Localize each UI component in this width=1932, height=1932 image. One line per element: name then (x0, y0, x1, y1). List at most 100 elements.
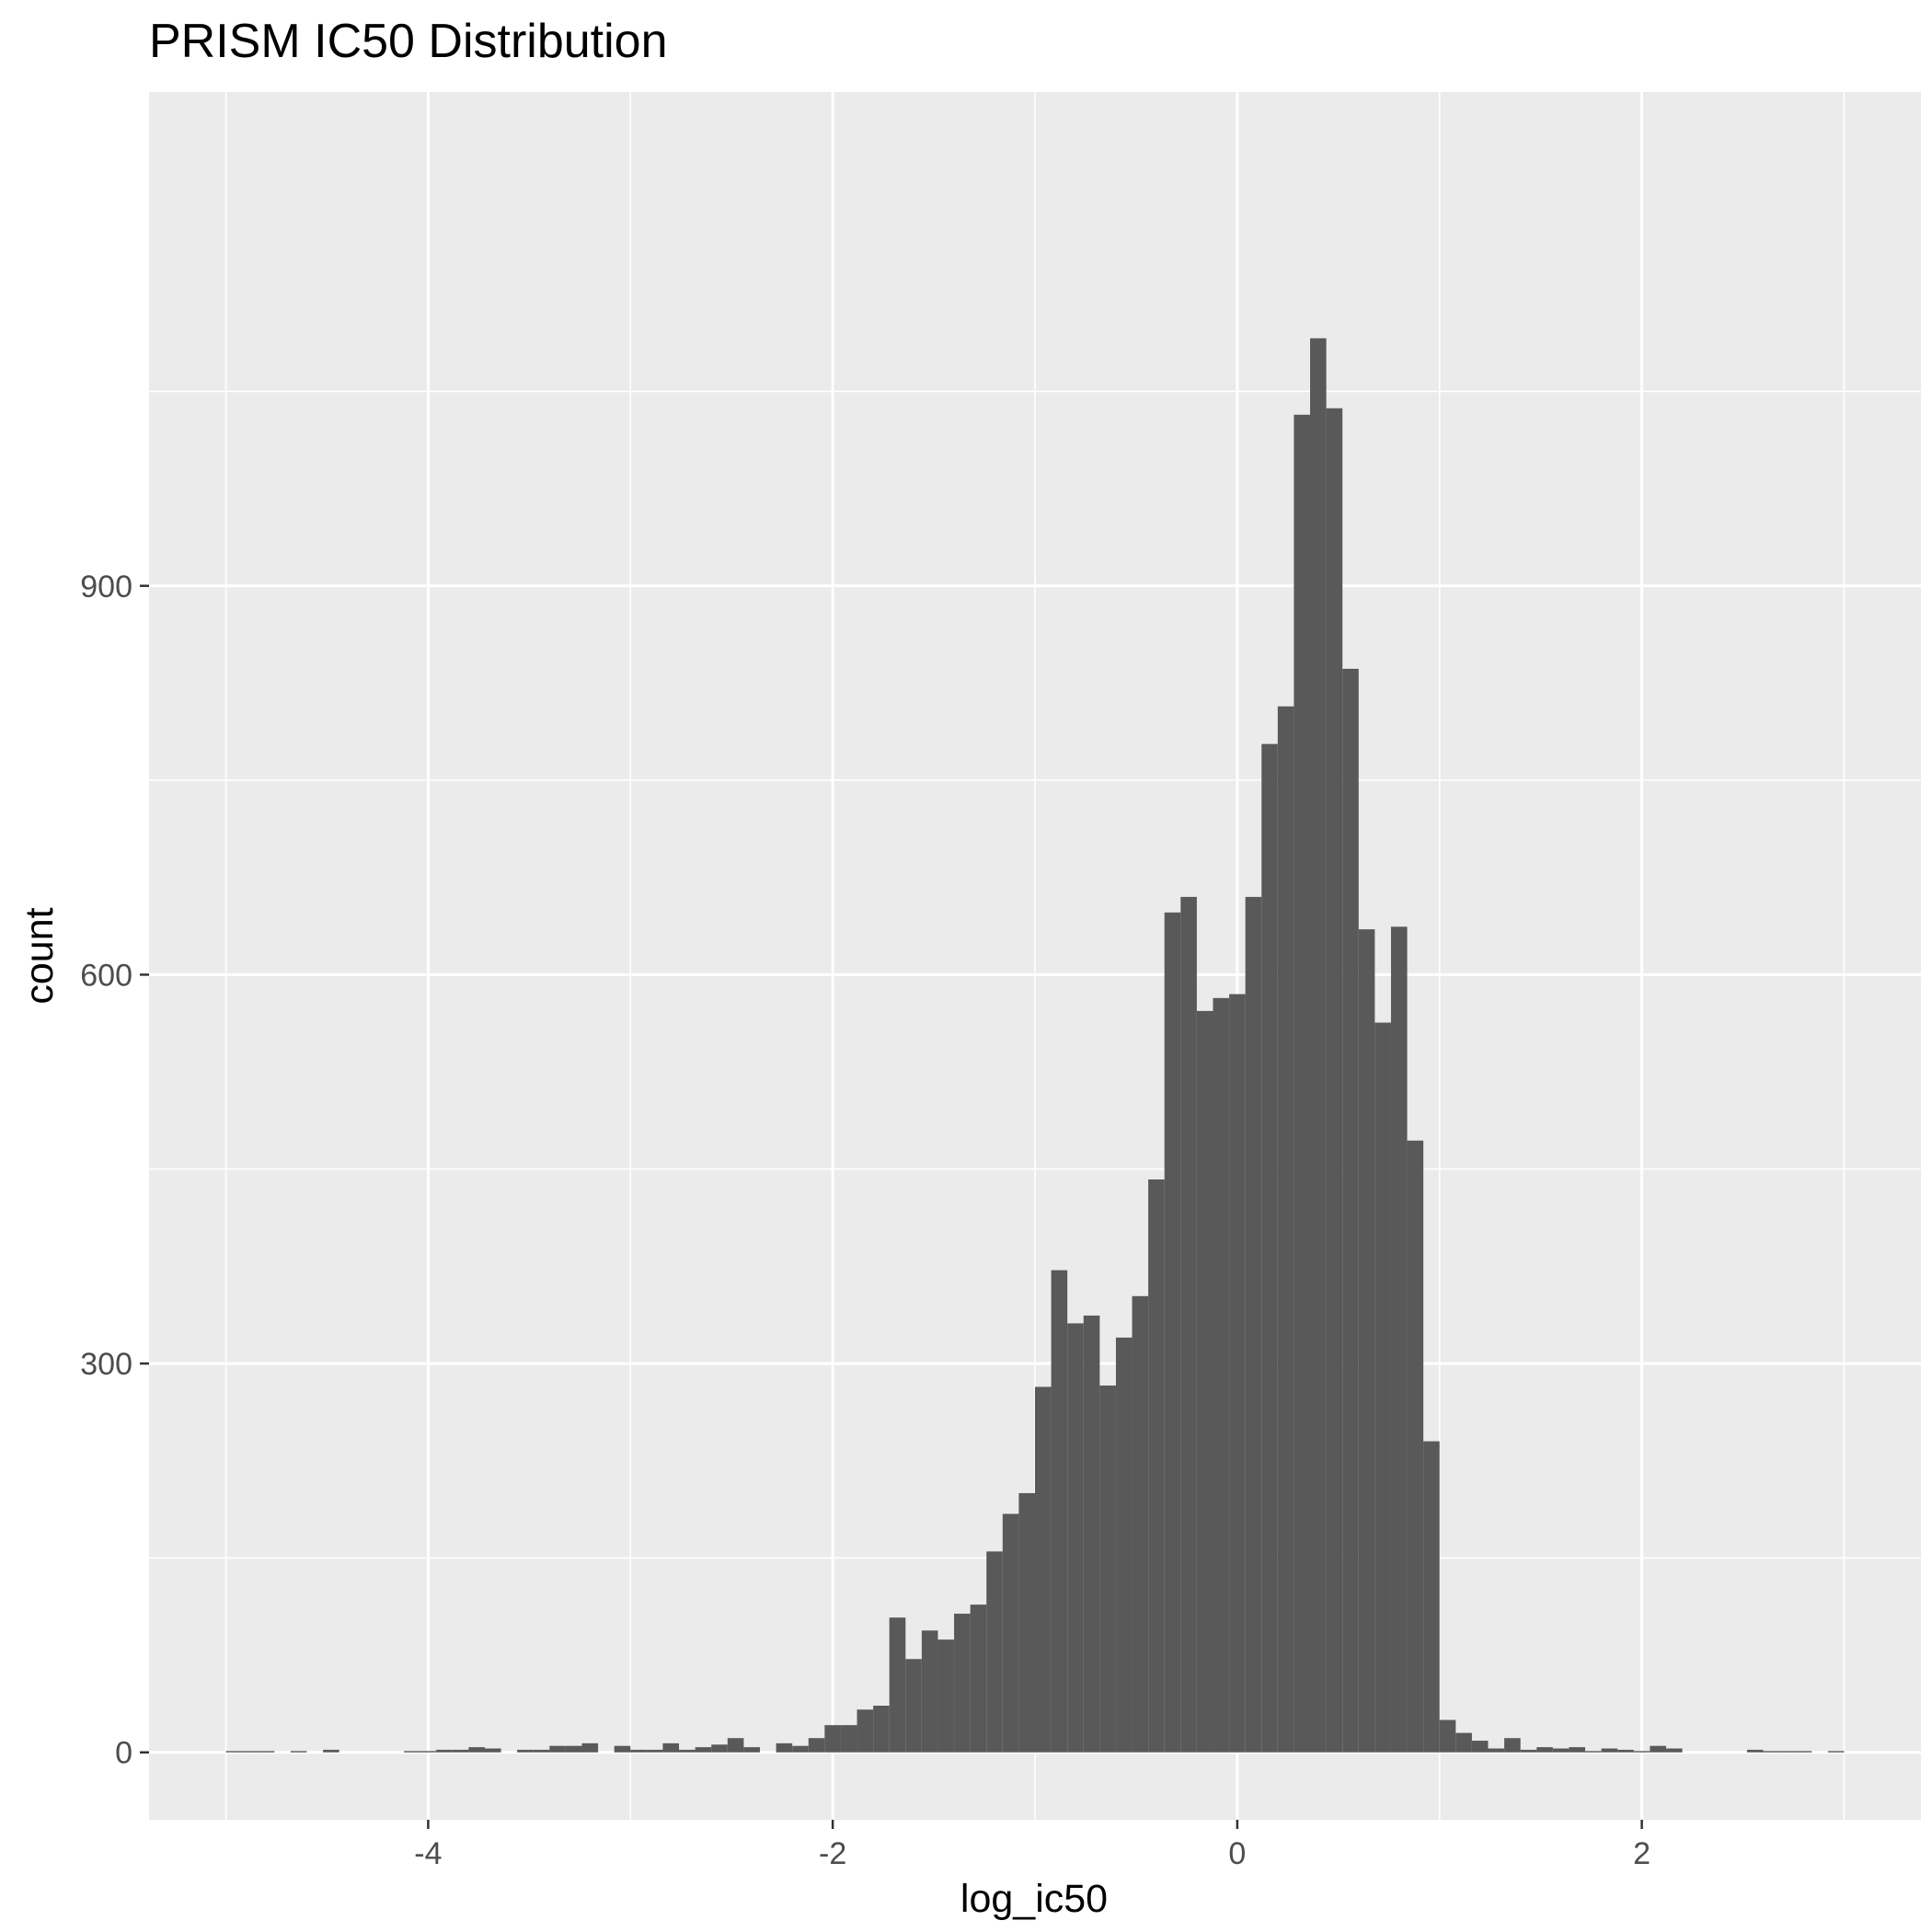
histogram-bar (1164, 912, 1181, 1753)
histogram-bar (1051, 1270, 1068, 1753)
histogram-bar (1018, 1492, 1035, 1753)
histogram-bar (1488, 1748, 1505, 1753)
histogram-bar (614, 1745, 631, 1753)
histogram-bar (986, 1551, 1003, 1753)
histogram-bar (436, 1749, 453, 1753)
y-tick-label: 900 (80, 569, 132, 604)
histogram-bar (1342, 668, 1359, 1753)
histogram-bar (1132, 1295, 1149, 1753)
x-tick-label: 0 (1228, 1836, 1246, 1871)
histogram-bar (517, 1749, 534, 1753)
histogram-bar (404, 1751, 420, 1753)
histogram-bar (1326, 408, 1343, 1753)
histogram-bar (484, 1748, 501, 1753)
histogram-bar (1229, 994, 1246, 1753)
histogram-bar (1294, 414, 1311, 1753)
histogram-bar (1585, 1751, 1602, 1753)
histogram-bar (1665, 1748, 1683, 1753)
histogram-bar (711, 1744, 728, 1753)
histogram-bar (468, 1747, 485, 1753)
histogram-bar (1439, 1719, 1456, 1753)
histogram-bar (242, 1751, 259, 1753)
histogram-bar (970, 1604, 987, 1753)
histogram-bar (1148, 1179, 1165, 1753)
histogram-bar (1795, 1751, 1812, 1753)
histogram-bar (743, 1747, 760, 1753)
histogram-bar (824, 1725, 841, 1753)
histogram-bar (1504, 1738, 1521, 1753)
histogram-bar (1083, 1315, 1100, 1753)
histogram-bar (1407, 1140, 1424, 1753)
histogram-bar (1035, 1386, 1052, 1753)
histogram-bar (1390, 926, 1408, 1753)
histogram-bar (323, 1749, 339, 1753)
histogram-bar (1633, 1751, 1650, 1753)
histogram-bar (258, 1751, 275, 1753)
histogram-bar (873, 1706, 890, 1753)
x-axis-tick-labels: -4 -2 0 2 (414, 1836, 1650, 1871)
histogram-bar (808, 1738, 825, 1753)
histogram-bar (1423, 1441, 1440, 1753)
x-tick-label: -4 (414, 1836, 442, 1871)
histogram-bar (679, 1749, 696, 1753)
histogram-bar (1180, 896, 1197, 1753)
histogram-bar (695, 1747, 712, 1753)
histogram-bar (533, 1749, 550, 1753)
histogram-bar (1245, 896, 1262, 1753)
histogram-bar (889, 1617, 906, 1753)
y-axis-tick-labels: 0 300 600 900 (80, 569, 132, 1771)
histogram-bar (1650, 1745, 1666, 1753)
histogram-bar (581, 1742, 599, 1753)
histogram-bars (225, 338, 1845, 1753)
histogram-bar (776, 1742, 793, 1753)
histogram-bar (1099, 1386, 1116, 1753)
chart-title: PRISM IC50 Distribution (149, 15, 668, 68)
histogram-bar (727, 1738, 744, 1753)
histogram-bar (1310, 338, 1327, 1753)
histogram-bar (1520, 1749, 1537, 1753)
histogram-bar (1277, 706, 1294, 1753)
histogram-bar (225, 1751, 243, 1753)
histogram-bar (646, 1749, 663, 1753)
x-tick-label: 2 (1633, 1836, 1650, 1871)
histogram-bar (565, 1745, 582, 1753)
histogram-bar (1763, 1751, 1780, 1753)
histogram-bar (1779, 1751, 1796, 1753)
y-tick-label: 300 (80, 1347, 132, 1382)
histogram-bar (1746, 1749, 1764, 1753)
histogram-bar (857, 1709, 874, 1753)
histogram-bar (420, 1751, 437, 1753)
histogram-bar (1067, 1323, 1084, 1753)
histogram-bar (921, 1630, 938, 1753)
histogram-bar (630, 1749, 647, 1753)
histogram-bar (1569, 1747, 1586, 1753)
y-axis-title: count (17, 907, 62, 1004)
histogram-bar (1115, 1337, 1133, 1753)
histogram-bar (1002, 1513, 1019, 1753)
y-tick-label: 600 (80, 958, 132, 993)
histogram-bar (1213, 997, 1230, 1753)
histogram-bar (1827, 1751, 1845, 1753)
histogram-bar (1455, 1732, 1472, 1753)
x-tick-label: -2 (819, 1836, 846, 1871)
x-axis-title: log_ic50 (960, 1877, 1108, 1921)
y-tick-label: 0 (115, 1736, 132, 1771)
histogram-bar (1552, 1748, 1570, 1753)
histogram-bar (549, 1745, 566, 1753)
histogram-bar (1196, 1010, 1213, 1753)
histogram-bar (792, 1745, 809, 1753)
axis-ticks (140, 584, 1643, 1829)
histogram-bar (840, 1725, 857, 1753)
histogram-bar (290, 1751, 307, 1753)
histogram-bar (1261, 743, 1278, 1753)
histogram-bar (452, 1749, 469, 1753)
histogram-bar (1374, 1022, 1391, 1753)
histogram-bar (1601, 1748, 1618, 1753)
histogram-bar (1358, 929, 1375, 1753)
histogram-bar (1536, 1747, 1553, 1753)
major-gridlines (149, 92, 1921, 1820)
histogram-bar (954, 1613, 971, 1753)
histogram-bar (905, 1659, 922, 1753)
histogram-bar (1617, 1749, 1634, 1753)
